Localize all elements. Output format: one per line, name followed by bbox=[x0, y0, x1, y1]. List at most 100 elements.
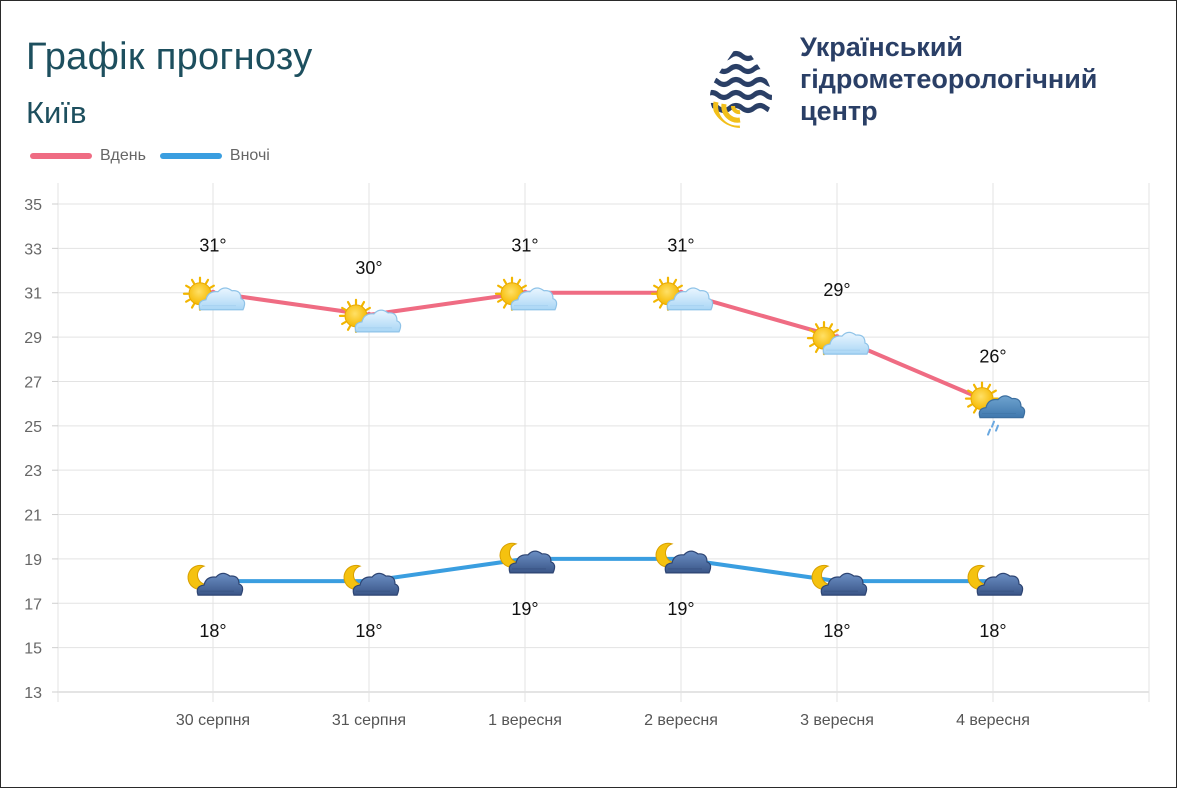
moon-cloud-icon bbox=[499, 542, 556, 574]
sun-ray bbox=[658, 278, 664, 285]
sun-ray bbox=[653, 298, 659, 303]
legend-item-night[interactable]: Вночі bbox=[159, 147, 270, 165]
y-tick-label: 21 bbox=[24, 508, 42, 525]
sun-ray bbox=[497, 298, 503, 303]
cloud-shape bbox=[822, 331, 870, 355]
moon-cloud-icon bbox=[343, 564, 400, 596]
ugmc-logo-icon bbox=[710, 38, 772, 128]
y-tick-label: 13 bbox=[24, 685, 42, 702]
chart-legend: Вдень Вночі bbox=[30, 147, 284, 165]
sun-ray bbox=[967, 389, 973, 394]
moon-cloud-icon bbox=[967, 564, 1024, 596]
night-value-label: 18° bbox=[199, 621, 226, 641]
sun-ray bbox=[658, 303, 664, 309]
legend-swatch-day bbox=[30, 153, 92, 159]
y-tick-label: 25 bbox=[24, 419, 42, 436]
sun-ray bbox=[828, 323, 834, 329]
sun-ray bbox=[209, 284, 215, 289]
sun-ray bbox=[986, 383, 992, 390]
legend-item-day[interactable]: Вдень bbox=[30, 147, 146, 165]
legend-label-night: Вночі bbox=[229, 147, 270, 164]
x-tick-label: 1 вересня bbox=[488, 712, 562, 729]
sun-ray bbox=[809, 328, 815, 334]
sun-ray bbox=[190, 278, 196, 285]
day-value-label: 31° bbox=[511, 236, 538, 256]
sun-ray bbox=[814, 347, 820, 354]
cloud-shape bbox=[352, 572, 400, 596]
cloud-shape bbox=[508, 550, 556, 574]
legend-swatch-night bbox=[159, 153, 222, 159]
night-value-label: 19° bbox=[667, 599, 694, 619]
chart-axes: 35 33 31 29 27 25 23 21 19 17 15 13 30 серпня 31 серп… bbox=[24, 197, 1030, 729]
y-tick-label: 15 bbox=[24, 641, 42, 658]
night-value-label: 18° bbox=[979, 621, 1006, 641]
moon-cloud-icon bbox=[187, 564, 244, 596]
chart-data-labels: 31° 30° 31° 31° 29° 26° 18° 18° 19° 19° 18° 18° bbox=[199, 236, 1006, 641]
y-tick-label: 33 bbox=[24, 241, 42, 258]
day-value-label: 26° bbox=[979, 347, 1006, 367]
sun-ray bbox=[190, 303, 196, 309]
x-tick-label: 30 серпня bbox=[176, 712, 250, 729]
y-tick-label: 19 bbox=[24, 552, 42, 569]
legend-label-day: Вдень bbox=[100, 147, 146, 164]
city-name: Київ bbox=[26, 95, 87, 130]
cloud-shape bbox=[820, 572, 868, 596]
sun-ray bbox=[346, 325, 352, 331]
sun-ray bbox=[972, 407, 978, 414]
day-value-label: 31° bbox=[199, 236, 226, 256]
sun-ray bbox=[497, 284, 503, 289]
sun-cloud-icon bbox=[338, 298, 402, 334]
cloud-shape bbox=[196, 572, 244, 596]
sun-ray bbox=[972, 383, 978, 390]
org-name-line-1: Український bbox=[800, 32, 964, 62]
sun-ray bbox=[516, 278, 522, 285]
x-tick-label: 31 серпня bbox=[332, 712, 406, 729]
y-tick-label: 17 bbox=[24, 596, 42, 613]
sun-rain-cloud-icon bbox=[964, 381, 1026, 436]
cloud-shape bbox=[976, 572, 1024, 596]
sun-ray bbox=[991, 389, 997, 394]
sun-ray bbox=[677, 284, 683, 289]
org-name: Український гідрометеорологічний центр bbox=[800, 31, 1097, 127]
x-tick-label: 3 вересня bbox=[800, 712, 874, 729]
night-series-line bbox=[211, 556, 995, 584]
sun-ray bbox=[967, 403, 973, 408]
org-name-line-3: центр bbox=[800, 96, 878, 126]
org-name-line-2: гідрометеорологічний bbox=[800, 64, 1098, 94]
night-value-label: 18° bbox=[355, 621, 382, 641]
moon-cloud-icon bbox=[811, 564, 868, 596]
y-tick-label: 23 bbox=[24, 463, 42, 480]
cloud-shape bbox=[510, 287, 558, 311]
rain-drop bbox=[991, 420, 995, 428]
sun-ray bbox=[185, 298, 191, 303]
y-tick-label: 31 bbox=[24, 286, 42, 303]
night-value-label: 18° bbox=[823, 621, 850, 641]
y-tick-label: 35 bbox=[24, 197, 42, 214]
sun-ray bbox=[185, 284, 191, 289]
cloud-shape bbox=[666, 287, 714, 311]
sun-ray bbox=[365, 306, 371, 312]
moon-cloud-icon bbox=[655, 542, 712, 574]
chart-series bbox=[210, 289, 996, 585]
sun-ray bbox=[360, 300, 366, 307]
sun-ray bbox=[346, 300, 352, 307]
page-title: Графік прогнозу bbox=[26, 36, 313, 78]
sun-ray bbox=[502, 278, 508, 285]
sun-cloud-icon bbox=[494, 276, 558, 311]
day-value-label: 29° bbox=[823, 280, 850, 300]
rain-drop bbox=[995, 424, 999, 432]
sun-ray bbox=[653, 284, 659, 289]
x-tick-label: 2 вересня bbox=[644, 712, 718, 729]
sun-cloud-icon bbox=[182, 276, 246, 311]
y-tick-label: 27 bbox=[24, 374, 42, 391]
y-tick-label: 29 bbox=[24, 330, 42, 347]
sun-ray bbox=[521, 284, 527, 289]
day-value-label: 31° bbox=[667, 236, 694, 256]
x-tick-label: 4 вересня bbox=[956, 712, 1030, 729]
day-value-label: 30° bbox=[355, 258, 382, 278]
rain-drop bbox=[987, 428, 991, 436]
sun-ray bbox=[341, 320, 347, 326]
chart-icons bbox=[182, 276, 1026, 596]
sun-ray bbox=[502, 303, 508, 309]
